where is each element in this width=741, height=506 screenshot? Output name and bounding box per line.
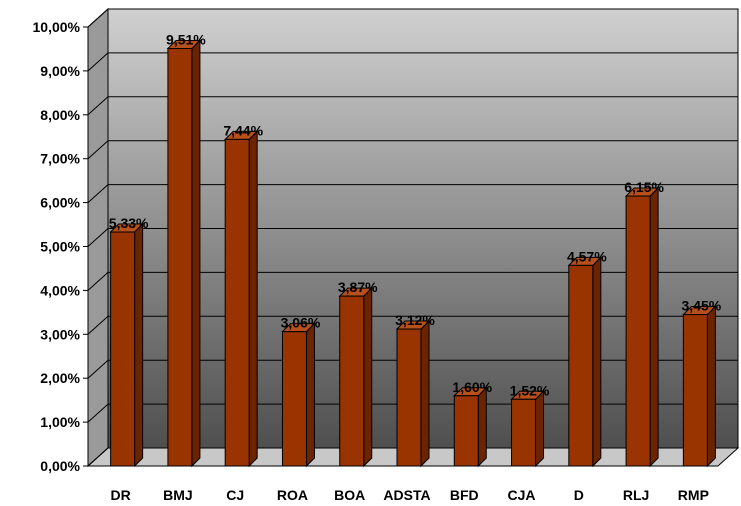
bars	[109, 39, 717, 468]
bar-cj	[223, 130, 259, 468]
x-category-label: CJA	[508, 487, 536, 503]
bar-side-face	[134, 222, 144, 468]
data-label: 3,06%	[281, 315, 321, 331]
bar-d	[567, 256, 603, 468]
y-tick-label: 9,00%	[40, 63, 80, 79]
y-tick-label: 1,00%	[40, 414, 80, 430]
bar-front-face	[167, 48, 193, 467]
data-label: 6,15%	[624, 179, 664, 195]
gridlines	[87, 8, 738, 467]
x-category-label: BOA	[334, 487, 365, 503]
bar-front-face	[568, 264, 594, 467]
bar-front-face	[511, 398, 537, 467]
bar-side-face	[535, 390, 545, 468]
x-category-label: ROA	[277, 487, 308, 503]
x-category-label: DR	[111, 487, 131, 503]
y-axis-ticks: 0,00% 1,00% 2,00% 3,00% 4,00% 5,00% 6,00% 7,00%…	[33, 19, 88, 474]
bar-bfd	[453, 386, 488, 468]
bar-dr	[109, 222, 144, 468]
bar-front-face	[281, 331, 307, 467]
bar-side-face	[248, 130, 258, 468]
bar-cja	[510, 390, 545, 468]
gridline	[87, 359, 738, 379]
bar-side-face	[363, 286, 373, 468]
bar-rlj	[624, 186, 660, 468]
bar-rmp	[682, 305, 717, 468]
bar-front-face	[396, 328, 422, 467]
data-label: 5,33%	[109, 215, 149, 231]
gridline	[87, 52, 738, 72]
data-label: 7,44%	[223, 122, 263, 138]
x-axis-categories: DR BMJ CJ ROA BOA ADSTA BFD CJA D RLJ RMP	[111, 487, 709, 503]
gridline	[87, 271, 738, 291]
y-tick-label: 5,00%	[40, 239, 80, 255]
bar-side-face	[305, 322, 315, 468]
y-tick-label: 4,00%	[40, 282, 80, 298]
y-tick-label: 0,00%	[40, 458, 80, 474]
x-category-label: CJ	[226, 487, 244, 503]
bar-front-face	[682, 314, 708, 467]
x-category-label: BMJ	[163, 487, 193, 503]
gridline	[87, 140, 738, 160]
y-tick-label: 7,00%	[40, 151, 80, 167]
bar-front-face	[339, 295, 365, 467]
bar-side-face	[420, 319, 430, 468]
bar-side-face	[649, 186, 659, 468]
bar-side-face	[477, 386, 487, 468]
x-category-label: RMP	[678, 487, 709, 503]
y-tick-label: 10,00%	[33, 19, 81, 35]
y-tick-label: 3,00%	[40, 326, 80, 342]
data-label: 1,52%	[510, 382, 550, 398]
x-category-label: D	[574, 487, 584, 503]
data-label: 9,51%	[166, 32, 206, 48]
gridline	[87, 96, 738, 116]
gridline	[87, 8, 738, 28]
bar-side-face	[191, 39, 201, 468]
bar-front-face	[224, 138, 250, 467]
x-category-label: ADSTA	[383, 487, 430, 503]
data-label: 1,60%	[452, 379, 492, 395]
bar-bmj	[166, 39, 202, 468]
bar-front-face	[625, 195, 651, 467]
gridline	[87, 228, 738, 247]
x-category-label: RLJ	[623, 487, 649, 503]
data-label: 3,87%	[338, 279, 378, 295]
data-label: 3,45%	[682, 298, 722, 314]
bar-front-face	[453, 395, 479, 467]
data-labels: 5,33% 9,51% 7,44% 3,06% 3,87% 3,12% 1,60% 1,52%…	[109, 32, 722, 399]
y-tick-label: 2,00%	[40, 370, 80, 386]
y-tick-label: 8,00%	[40, 107, 80, 123]
gridline	[87, 184, 738, 203]
bar-boa	[338, 286, 373, 468]
bar-roa	[281, 322, 316, 468]
data-label: 4,57%	[567, 248, 607, 264]
x-category-label: BFD	[450, 487, 479, 503]
gridline	[87, 315, 738, 335]
bar-adsta	[395, 319, 431, 468]
y-tick-label: 6,00%	[40, 195, 80, 211]
bar-side-face	[706, 305, 716, 468]
bar-front-face	[110, 231, 136, 467]
bar-side-face	[592, 256, 602, 468]
data-label: 3,12%	[395, 312, 435, 328]
